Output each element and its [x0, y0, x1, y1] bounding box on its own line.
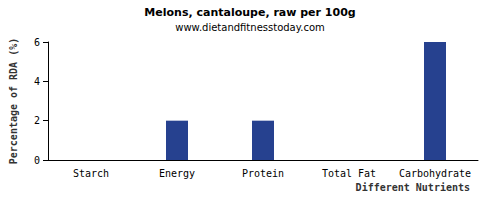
svg-text:Starch: Starch: [73, 168, 109, 179]
svg-text:Melons, cantaloupe, raw per 10: Melons, cantaloupe, raw per 100g: [144, 6, 355, 19]
svg-text:Total Fat: Total Fat: [322, 168, 376, 179]
svg-text:Carbohydrate: Carbohydrate: [399, 168, 471, 179]
svg-text:Different Nutrients: Different Nutrients: [356, 182, 470, 193]
svg-text:www.dietandfitnesstoday.com: www.dietandfitnesstoday.com: [175, 22, 324, 33]
svg-text:4: 4: [34, 76, 40, 87]
svg-text:2: 2: [34, 115, 40, 126]
svg-text:Energy: Energy: [159, 168, 195, 179]
svg-text:Percentage of RDA (%): Percentage of RDA (%): [8, 38, 19, 164]
svg-text:Protein: Protein: [242, 168, 284, 179]
svg-text:6: 6: [34, 37, 40, 48]
svg-text:0: 0: [34, 155, 40, 166]
